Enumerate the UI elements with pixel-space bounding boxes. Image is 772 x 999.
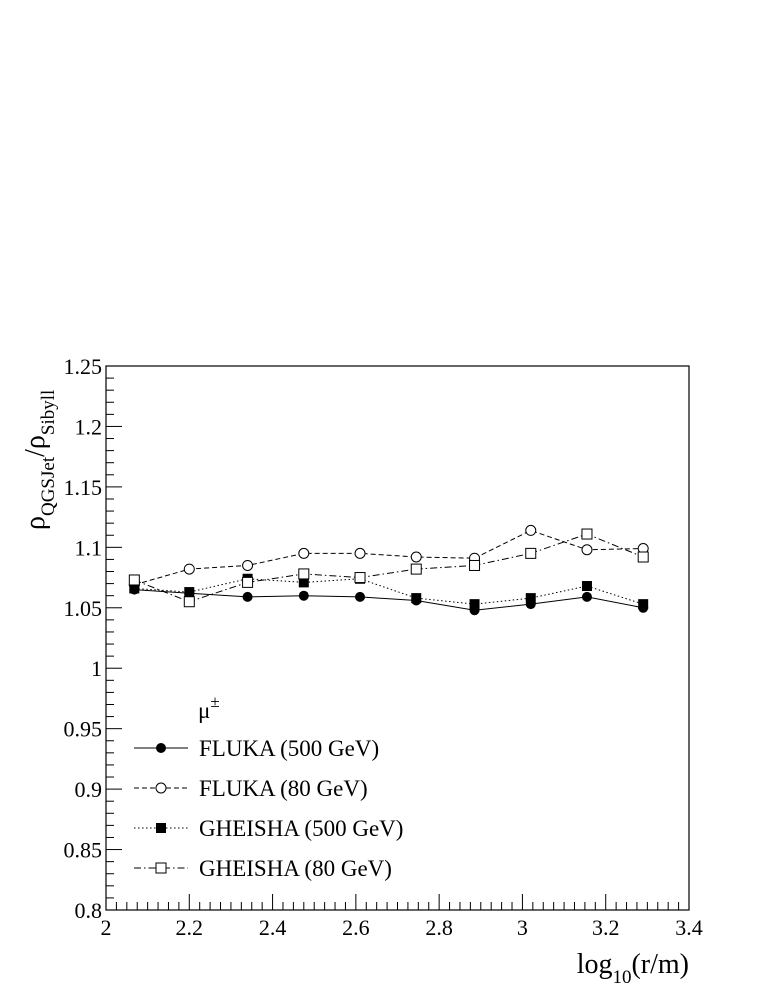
data-point <box>638 599 649 610</box>
data-point <box>242 559 254 571</box>
data-point <box>242 576 254 588</box>
series-1 <box>129 584 649 616</box>
y-tick-label: 1.25 <box>64 354 103 379</box>
y-tick-label: 1.15 <box>64 475 103 500</box>
legend-marker <box>156 823 166 833</box>
legend-entry-2: FLUKA (80 GeV) <box>134 776 368 801</box>
y-tick-label: 0.8 <box>75 898 103 923</box>
data-point <box>410 563 422 575</box>
data-point <box>581 528 593 540</box>
series-2 <box>128 524 649 591</box>
data-point <box>581 591 592 602</box>
tick-label-layer: 2 2.2 2.4 2.6 2.8 3 3.2 3.4 0.8 0.85 0.9 0.95 1 1.05 1… <box>64 354 703 940</box>
legend-title-sup: ± <box>210 692 219 711</box>
y-axis-title: ρQGSJet/ρSibyll <box>20 390 59 530</box>
data-point <box>525 593 536 604</box>
data-point <box>469 599 480 610</box>
series-line <box>134 529 644 586</box>
y-tick-label: 1.05 <box>64 596 103 621</box>
legend-label: FLUKA (500 GeV) <box>199 736 379 761</box>
y-tick-label: 0.95 <box>64 717 103 742</box>
x-tick-label: 2.4 <box>259 915 287 940</box>
x-tick-label: 3 <box>517 915 528 940</box>
legend-entry-1: FLUKA (500 GeV) <box>134 736 379 761</box>
legend: μ± FLUKA (500 GeV) FLUKA (80 GeV) GHEISHA … <box>134 692 403 881</box>
data-point <box>411 593 422 604</box>
series-line <box>134 533 644 603</box>
data-point <box>525 547 537 559</box>
data-point <box>581 581 592 592</box>
y-tick-label: 0.9 <box>75 777 103 802</box>
x-tick-label: 2.8 <box>425 915 453 940</box>
series-line <box>134 589 644 611</box>
legend-marker <box>155 862 167 874</box>
y-tick-label: 0.85 <box>64 838 103 863</box>
plot-frame <box>105 365 690 911</box>
y-axis-rho-1: ρ <box>20 516 51 530</box>
tick-layer <box>105 365 690 911</box>
x-axis-main: log <box>577 949 613 980</box>
legend-marker <box>155 782 167 794</box>
series-4 <box>128 528 649 608</box>
data-point <box>355 591 366 602</box>
x-tick-label: 2.2 <box>176 915 204 940</box>
data-point <box>184 587 195 598</box>
data-point <box>128 574 140 586</box>
legend-label: GHEISHA (500 GeV) <box>199 816 403 841</box>
series-3 <box>129 573 649 610</box>
data-point <box>242 591 253 602</box>
data-point <box>298 568 310 580</box>
legend-entry-3: GHEISHA (500 GeV) <box>134 816 403 841</box>
data-point <box>581 544 593 556</box>
legend-label: GHEISHA (80 GeV) <box>199 856 392 881</box>
y-tick-label: 1.2 <box>75 414 103 439</box>
data-point <box>525 524 537 536</box>
data-point <box>637 551 649 563</box>
y-axis-slash: / <box>20 449 51 457</box>
y-axis-rho-2: ρ <box>20 435 51 449</box>
data-point <box>298 590 309 601</box>
legend-marker <box>156 743 166 753</box>
y-axis-sub-1: QGSJet <box>38 456 59 516</box>
x-tick-label: 3.2 <box>592 915 620 940</box>
legend-title-mu: μ <box>198 698 210 723</box>
legend-title: μ± <box>198 692 220 723</box>
legend-entry-4: GHEISHA (80 GeV) <box>134 856 392 881</box>
x-axis-rest: (r/m) <box>631 949 689 980</box>
legend-label: FLUKA (80 GeV) <box>199 776 368 801</box>
data-point <box>298 547 310 559</box>
data-point <box>354 547 366 559</box>
data-point <box>129 583 140 594</box>
x-axis-title: log10(r/m) <box>577 949 689 988</box>
y-tick-label: 1.1 <box>75 535 103 560</box>
x-axis-sub: 10 <box>612 967 631 988</box>
series-layer <box>128 524 649 616</box>
x-tick-label: 3.4 <box>675 915 703 940</box>
x-tick-label: 2.6 <box>342 915 370 940</box>
data-point <box>298 577 309 588</box>
data-point <box>354 572 366 584</box>
y-axis-sub-2: Sibyll <box>38 390 59 435</box>
data-point <box>183 563 195 575</box>
y-tick-label: 1 <box>91 656 102 681</box>
data-point <box>183 596 195 608</box>
x-tick-label: 2 <box>101 915 112 940</box>
data-point <box>469 559 481 571</box>
series-line <box>134 578 644 605</box>
data-point <box>410 551 422 563</box>
